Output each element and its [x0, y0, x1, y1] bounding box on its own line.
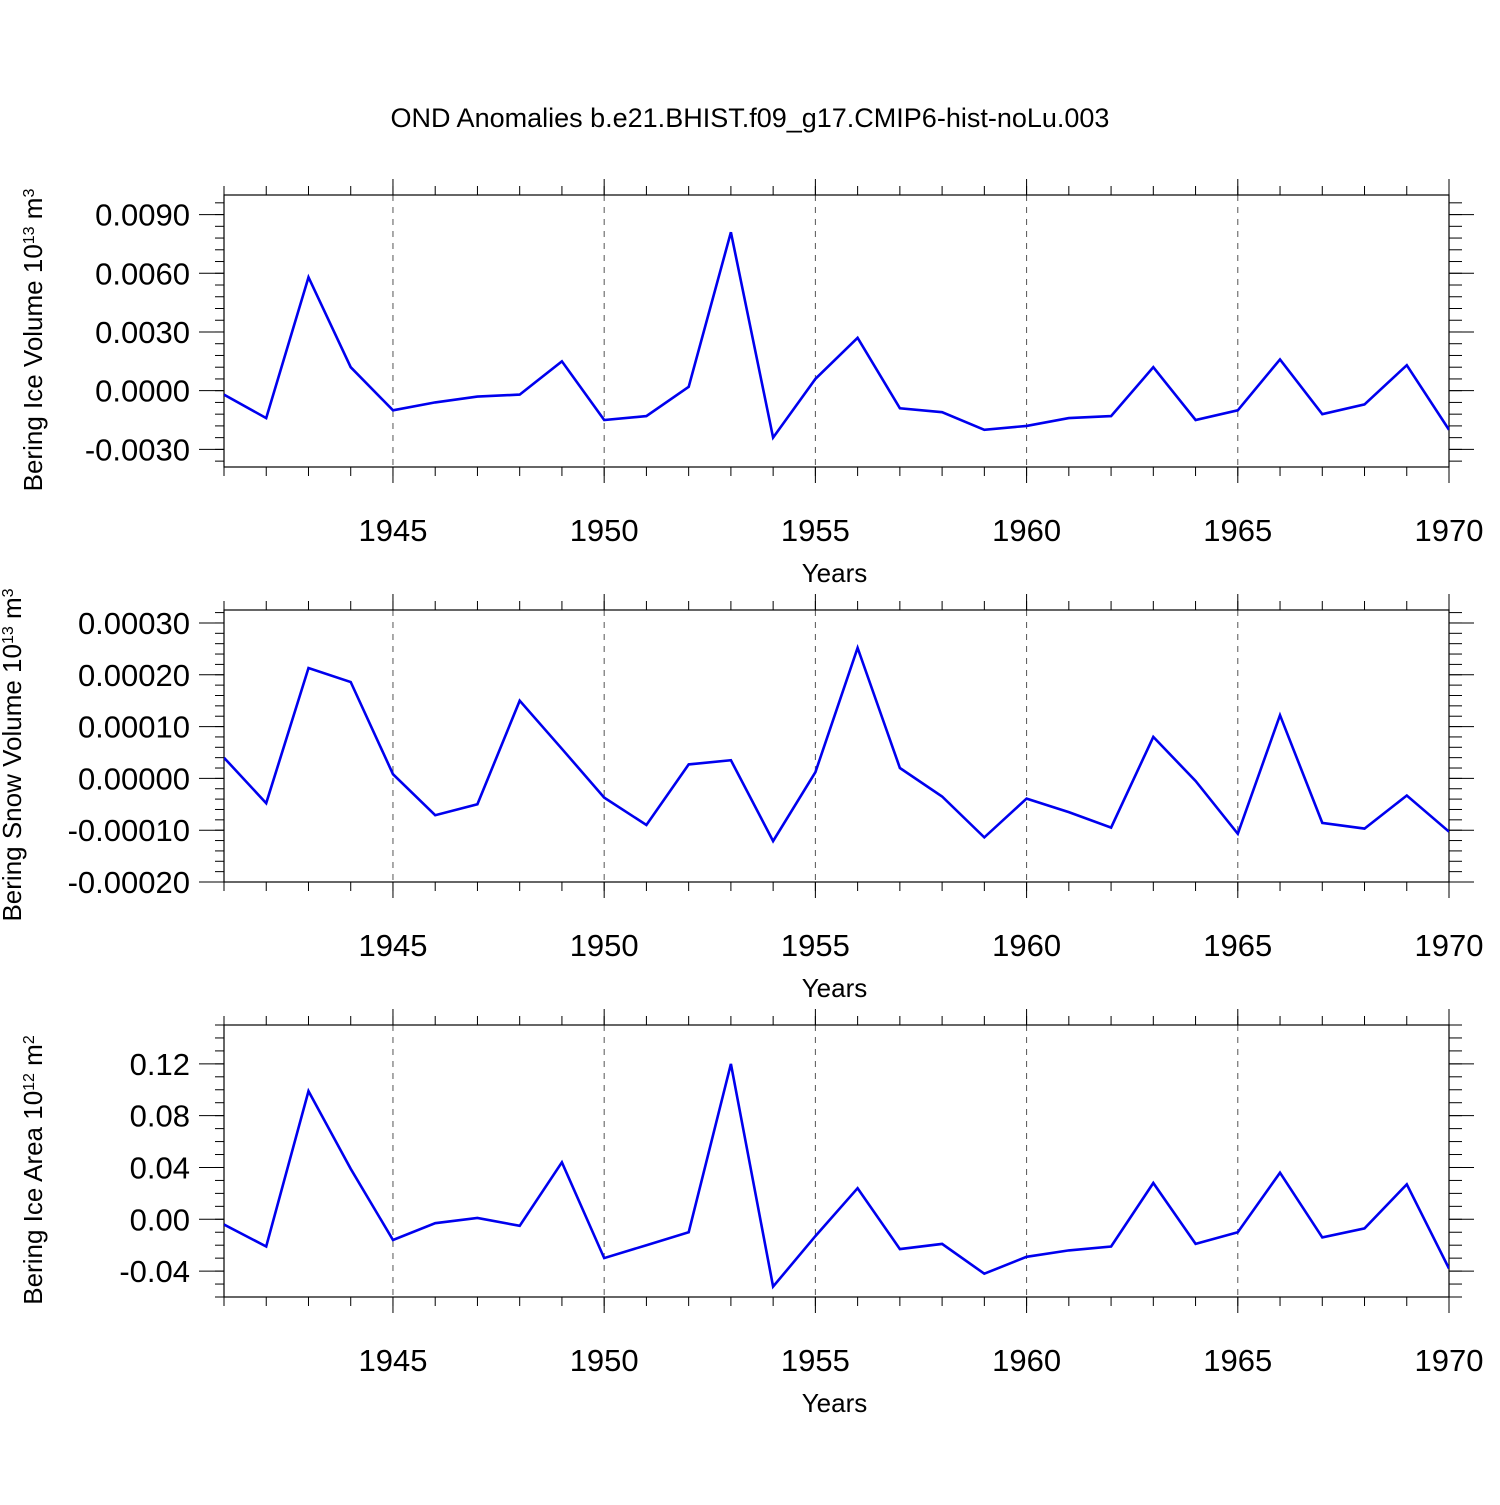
x-tick-label: 1970 [1415, 513, 1484, 548]
x-tick-label: 1960 [992, 928, 1061, 963]
y-tick-label: 0.00000 [78, 761, 190, 796]
chart-main-title: OND Anomalies b.e21.BHIST.f09_g17.CMIP6-… [390, 103, 1110, 133]
x-tick-label: 1965 [1203, 513, 1272, 548]
y-axis-label-part: m [18, 1044, 48, 1073]
y-tick-label: 0.00010 [78, 710, 190, 745]
chart-panel-3: -0.04 0.00 0.04 0.08 0.12 1945 1950 1955 1960 196… [18, 1009, 1483, 1418]
y-tick-label: 0.00030 [78, 606, 190, 641]
y-tick-label: -0.0030 [85, 432, 190, 467]
x-tick-label: 1965 [1203, 928, 1272, 963]
y-axis-label-part: Bering Ice Volume 10 [18, 244, 48, 491]
x-axis-label: Years [802, 558, 868, 588]
x-tick-label: 1950 [570, 1343, 639, 1378]
y-tick-label: 0.08 [130, 1099, 190, 1134]
y-axis-label-part: m [0, 597, 27, 626]
plot-frame [223, 609, 1450, 883]
x-tick-label: 1955 [781, 513, 850, 548]
y-axis-label-sup: 3 [0, 588, 17, 597]
plot-frame [223, 194, 1450, 468]
y-axis-label-part: Bering Ice Area 10 [18, 1091, 48, 1305]
y-axis-label-part: m [18, 198, 48, 227]
chart-panel-1: -0.0030 0.0000 0.0030 0.0060 0.0090 1945 1950 1… [18, 179, 1483, 588]
x-axis-label: Years [802, 973, 868, 1003]
y-axis-label: Bering Ice Volume 1013 m3 [18, 189, 48, 492]
y-tick-label: 0.0060 [95, 256, 190, 291]
x-tick-label: 1955 [781, 928, 850, 963]
y-tick-label: 0.0000 [95, 374, 190, 409]
y-axis-label: Bering Snow Volume 1013 m3 [0, 588, 27, 921]
y-tick-label: 0.00 [130, 1202, 190, 1237]
y-axis-label-sup: 2 [21, 1035, 38, 1044]
x-tick-label: 1945 [358, 1343, 427, 1378]
y-tick-label: 0.00020 [78, 658, 190, 693]
series-line-1 [224, 1063, 1449, 1290]
y-tick-label: -0.04 [119, 1254, 190, 1289]
x-tick-label: 1970 [1415, 1343, 1484, 1378]
y-tick-label: -0.00020 [68, 865, 190, 900]
y-tick-label: 0.04 [130, 1150, 190, 1185]
x-axis-label: Years [802, 1388, 868, 1418]
y-tick-label: 0.0090 [95, 198, 190, 233]
y-axis-label-sup: 13 [0, 626, 17, 644]
x-tick-label: 1955 [781, 1343, 850, 1378]
x-tick-label: 1950 [570, 928, 639, 963]
x-tick-label: 1965 [1203, 1343, 1272, 1378]
y-tick-label: -0.00010 [68, 813, 190, 848]
plot-frame [223, 1024, 1450, 1298]
x-tick-label: 1960 [992, 1343, 1061, 1378]
x-tick-label: 1970 [1415, 928, 1484, 963]
chart-panel-2: -0.00020 -0.00010 0.00000 0.00010 0.00020 0.0… [0, 588, 1483, 1003]
series-line-1 [224, 643, 1449, 844]
x-tick-label: 1950 [570, 513, 639, 548]
y-axis-label-sup: 3 [21, 189, 38, 198]
y-axis-label: Bering Ice Area 1012 m2 [18, 1035, 48, 1305]
x-tick-label: 1945 [358, 928, 427, 963]
x-tick-label: 1960 [992, 513, 1061, 548]
x-tick-label: 1945 [358, 513, 427, 548]
y-axis-label-sup: 13 [21, 226, 38, 244]
y-tick-label: 0.12 [130, 1047, 190, 1082]
y-tick-label: 0.0030 [95, 315, 190, 350]
y-axis-label-sup: 12 [21, 1073, 38, 1091]
y-axis-label-part: Bering Snow Volume 10 [0, 644, 27, 922]
series-line-1 [224, 231, 1449, 441]
